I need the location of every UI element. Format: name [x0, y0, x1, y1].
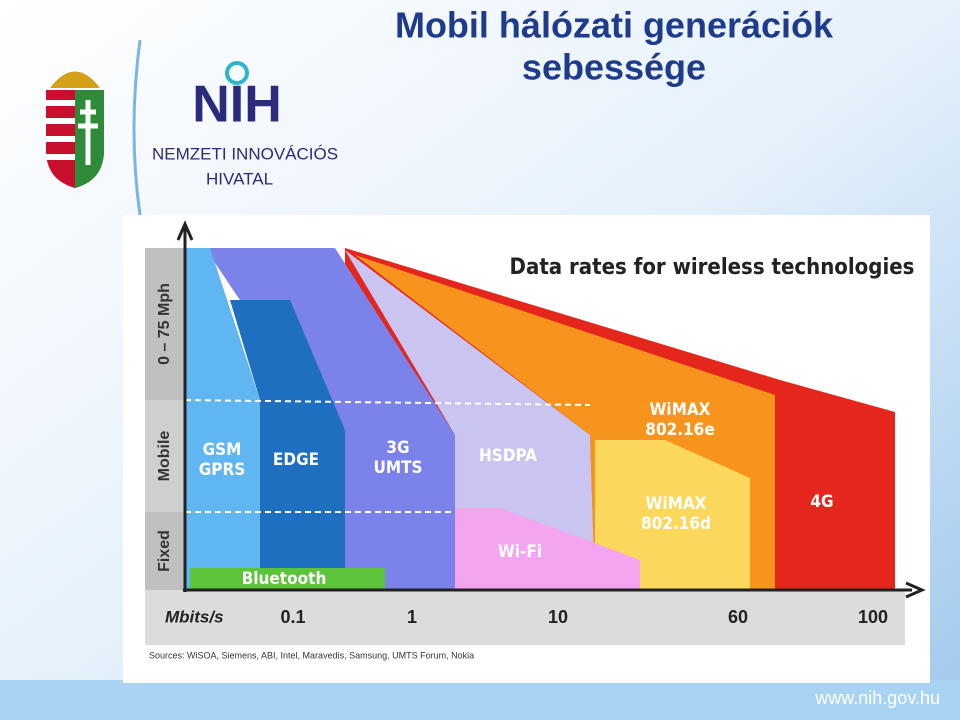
footer-band — [0, 680, 960, 720]
x-unit: Mbits/s — [165, 607, 224, 626]
x-label: 100 — [858, 607, 888, 627]
region-label: 802.16e — [645, 420, 714, 440]
region-label: Wi-Fi — [498, 542, 542, 562]
x-label: 0.1 — [280, 607, 305, 627]
y-section — [145, 512, 185, 590]
y-section-label: Fixed — [156, 530, 173, 572]
section-divider — [184, 399, 591, 406]
sources: Sources: WiSOA, Siemens, ABI, Intel, Mar… — [149, 650, 474, 660]
footer-url: www.nih.gov.hu — [814, 688, 940, 708]
x-band — [145, 590, 905, 645]
region-bluetooth — [190, 568, 385, 590]
decor-arc — [132, 39, 142, 216]
y-section — [145, 248, 185, 400]
region-label: EDGE — [273, 450, 319, 470]
x-label: 1 — [407, 607, 417, 627]
region-wimax-d — [595, 440, 750, 590]
region-label: 802.16d — [641, 514, 711, 534]
region-label: UMTS — [373, 458, 422, 478]
x-axis — [183, 581, 926, 599]
coat-of-arms — [46, 71, 104, 188]
region-label: WiMAX — [646, 494, 707, 514]
y-axis — [176, 220, 194, 592]
slide-title: Mobil hálózati generációk — [395, 5, 834, 46]
region-label: 3G — [386, 438, 409, 458]
region-hsdpa — [345, 250, 595, 590]
slide-title: sebessége — [522, 47, 706, 88]
region-label: HSDPA — [479, 446, 537, 466]
region-edge — [230, 300, 345, 590]
region-wifi — [455, 508, 640, 590]
region-label: WiMAX — [650, 400, 711, 420]
logo-mark: NIH — [192, 76, 282, 134]
region-gsm — [185, 248, 260, 590]
y-section-label: 0 – 75 Mph — [156, 283, 173, 365]
region-label: 4G — [810, 492, 833, 512]
logo-name: HIVATAL — [206, 169, 273, 188]
logo-dot — [225, 61, 249, 85]
y-section-label: Mobile — [156, 431, 173, 482]
region-label: GPRS — [199, 460, 246, 480]
diagram: Data rates for wireless technologies Mbi… — [123, 215, 930, 683]
x-label: 60 — [728, 607, 748, 627]
diagram-title: Data rates for wireless technologies — [510, 255, 915, 280]
logo-name: NEMZETI INNOVÁCIÓS — [152, 144, 338, 163]
region-label: Bluetooth — [242, 569, 327, 589]
x-label: 10 — [548, 607, 568, 627]
region-label: GSM — [203, 440, 242, 460]
